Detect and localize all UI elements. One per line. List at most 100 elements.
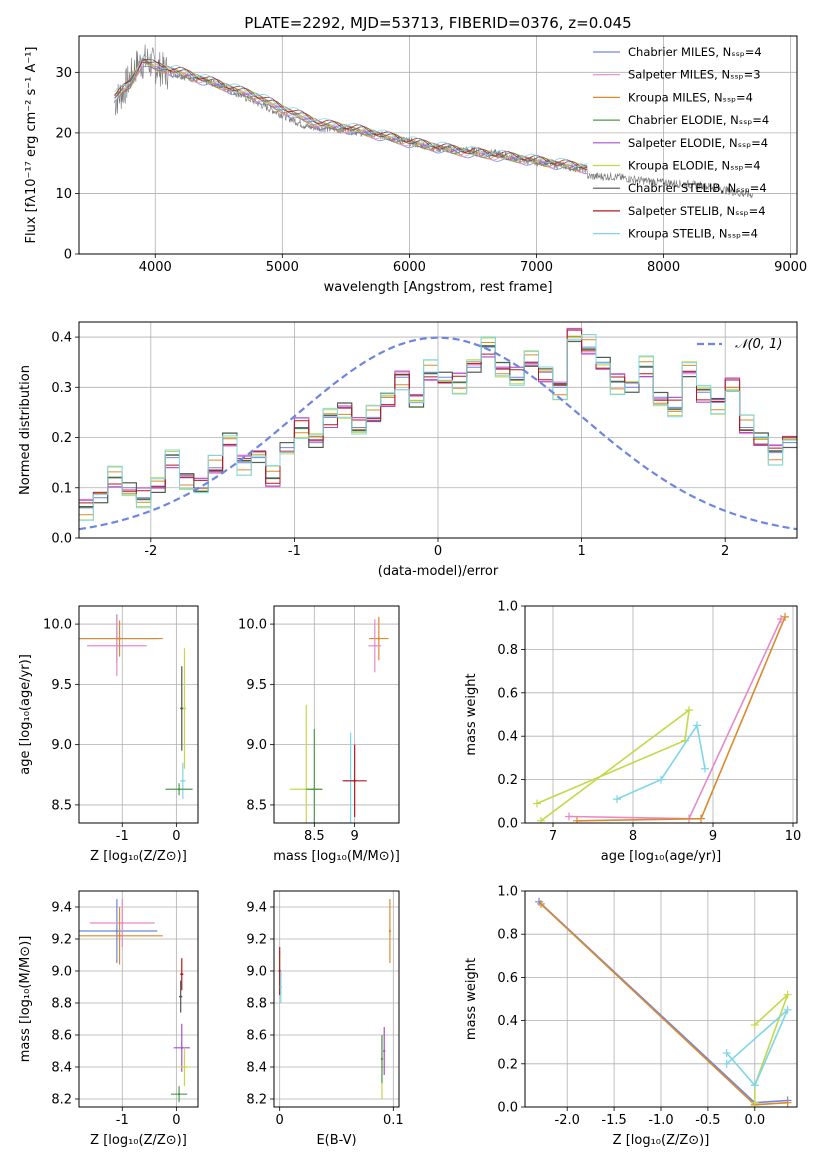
mass-vs-z-ytick-label: 8.8: [51, 997, 72, 1012]
gaussian-legend-label: 𝒩(0, 1): [735, 337, 782, 352]
age-vs-mass-xtick-label: 9: [351, 829, 359, 844]
weight-vs-age-marker: [573, 816, 581, 823]
weight-vs-age-ytick-label: 0.4: [497, 730, 518, 745]
age-vs-mass-axes: 8.5 9 8.5 9.0 9.5 10.0 mass [log₁₀(M/M⊙)]: [238, 605, 400, 864]
weight-vs-age-xtick-label: 9: [709, 829, 717, 844]
weight-vs-z-ylabel: mass weight: [464, 958, 479, 1040]
residuals-xtick-label: 2: [721, 544, 729, 559]
spectrum-frame: [78, 35, 798, 255]
spectrum-ytick-label: 0: [64, 248, 72, 263]
weight-vs-age-xtick-label: 8: [629, 829, 637, 844]
mass-vs-z-point: [121, 921, 124, 925]
residuals-plot-area: [79, 327, 797, 531]
weight-vs-z-xtick-label: -2.0: [555, 1113, 580, 1128]
age-vs-z-point: [180, 707, 183, 710]
age-vs-z-ytick-label: 9.0: [51, 738, 72, 753]
mass-vs-ebv-ytick-label: 9.4: [246, 901, 267, 916]
weight-vs-age-marker: [657, 775, 665, 784]
weight-vs-age-ytick-label: 0.6: [497, 686, 518, 701]
mass-vs-ebv-ytick-label: 9.2: [246, 933, 267, 948]
spectrum-xtick-label: 6000: [393, 260, 426, 275]
weight-vs-z-ytick-label: 0.4: [497, 1014, 518, 1029]
legend-label: Salpeter MILES, Nₛₛₚ=3: [628, 68, 761, 82]
mass-vs-ebv-xtick-label: 0: [276, 1113, 284, 1128]
legend-label: Kroupa STELIB, Nₛₛₚ=4: [628, 227, 758, 241]
weight-vs-z-series-line: [754, 994, 789, 1103]
mass-vs-ebv-point: [380, 1057, 384, 1061]
weight-vs-z-marker: [536, 899, 545, 908]
weight-vs-age-series-line: [616, 723, 706, 800]
legend-label: Chabrier ELODIE, Nₛₛₚ=4: [628, 113, 769, 127]
spectrum-xlabel: wavelength [Angstrom, rest frame]: [324, 280, 553, 295]
residuals-xlabel: (data-model)/error: [378, 564, 499, 579]
spectrum-model-line: [114, 62, 588, 173]
mass-vs-ebv-point: [383, 1049, 386, 1053]
weight-vs-age-marker: [701, 764, 709, 773]
mass-vs-z-ytick-label: 9.0: [51, 965, 72, 980]
age-vs-z-axes: -1 0 8.5 9.0 9.5 10.0 Z [log₁₀(Z/Z⊙)] age [log₁…: [18, 605, 199, 864]
weight-vs-age-plot-area: [533, 612, 789, 823]
weight-vs-z-plot-area: [535, 897, 792, 1107]
mass-vs-z-ytick-label: 8.2: [51, 1093, 72, 1108]
residuals-xtick-label: -1: [288, 544, 301, 559]
weight-vs-age-frame: [524, 605, 798, 824]
legend-label: Salpeter STELIB, Nₛₛₚ=4: [628, 204, 766, 218]
weight-vs-z-axes: -2.0 -1.5 -1.0 -0.5 0.0 0.0 0.2 0.4 0.6 0.8 1.0 Z […: [464, 885, 798, 1148]
weight-vs-age-marker: [781, 612, 789, 621]
age-vs-z-plot-area: [79, 614, 193, 799]
age-vs-z-point: [181, 779, 185, 783]
mass-vs-z-ytick-label: 8.6: [51, 1029, 72, 1044]
weight-vs-z-xtick-label: -1.0: [648, 1113, 673, 1128]
mass-vs-z-point: [180, 1046, 183, 1050]
weight-vs-age-xtick-label: 10: [785, 829, 802, 844]
weight-vs-age-ylabel: mass weight: [464, 673, 479, 755]
spectrum-xtick-label: 8000: [647, 260, 680, 275]
mass-vs-z-xtick-label: 0: [172, 1113, 180, 1128]
weight-vs-z-frame: [524, 890, 798, 1108]
weight-vs-age-marker: [533, 799, 541, 808]
weight-vs-age-marker: [693, 721, 701, 730]
mass-vs-z-point: [180, 973, 183, 976]
mass-vs-z-xlabel: Z [log₁₀(Z/Z⊙)]: [90, 1133, 187, 1148]
age-vs-mass-ytick-label: 9.0: [246, 738, 267, 753]
age-vs-z-point: [183, 707, 186, 710]
weight-vs-z-series-line: [726, 1009, 789, 1087]
mass-vs-z-point: [183, 1065, 186, 1069]
residuals-ytick-label: 0.1: [51, 481, 72, 496]
age-vs-mass-ytick-label: 8.5: [246, 798, 267, 813]
mass-vs-ebv-ytick-label: 8.4: [246, 1061, 267, 1076]
mass-vs-ebv-ytick-label: 9.0: [246, 965, 267, 980]
residuals-ytick-label: 0.3: [51, 381, 72, 396]
mass-vs-ebv-xlabel: E(B-V): [316, 1133, 356, 1148]
weight-vs-z-marker: [722, 1059, 731, 1068]
age-vs-z-xtick-label: 0: [172, 829, 180, 844]
residuals-ytick-label: 0.4: [51, 331, 72, 346]
weight-vs-z-marker: [783, 1005, 792, 1014]
spectrum-model-line: [114, 55, 588, 168]
age-vs-mass-point: [377, 637, 381, 640]
mass-vs-z-point: [115, 929, 119, 933]
spectrum-xtick-label: 7000: [520, 260, 553, 275]
weight-vs-age-ytick-label: 0.2: [497, 773, 518, 788]
weight-vs-z-ytick-label: 0.8: [497, 928, 518, 943]
mass-vs-ebv-point: [388, 929, 392, 933]
legend-label: Chabrier MILES, Nₛₛₚ=4: [628, 45, 762, 59]
mass-vs-ebv-frame: [273, 890, 400, 1108]
mass-vs-z-ytick-label: 9.4: [51, 901, 72, 916]
mass-vs-ebv-ytick-label: 8.8: [246, 997, 267, 1012]
residuals-axes: -2 -1 0 1 2 0.0 0.1 0.2 0.3 0.4 (data-model)/error…: [18, 321, 798, 579]
mass-vs-z-axes: -1 0 8.2 8.4 8.6 8.8 9.0 9.2 9.4 Z [log₁₀(Z/Z⊙)] m…: [18, 890, 199, 1148]
gaussian-curve: [79, 336, 797, 531]
spectrum-axes: 4000 5000 6000 7000 8000 9000 0 10 20 30 wavelengt…: [24, 35, 807, 295]
residuals-xtick-label: 1: [577, 544, 585, 559]
mass-vs-z-point: [177, 1093, 181, 1096]
residual-histogram-step: [79, 334, 797, 521]
weight-vs-z-ytick-label: 0.6: [497, 971, 518, 986]
mass-vs-ebv-xtick-label: 0.1: [383, 1113, 404, 1128]
weight-vs-age-ytick-label: 0.8: [497, 643, 518, 658]
residuals-xtick-label: -2: [144, 544, 157, 559]
weight-vs-age-ytick-label: 1.0: [497, 600, 518, 615]
spectrum-xtick-label: 9000: [774, 260, 807, 275]
mass-vs-z-ytick-label: 9.2: [51, 933, 72, 948]
residuals-ylabel: Normed distribution: [18, 365, 33, 495]
